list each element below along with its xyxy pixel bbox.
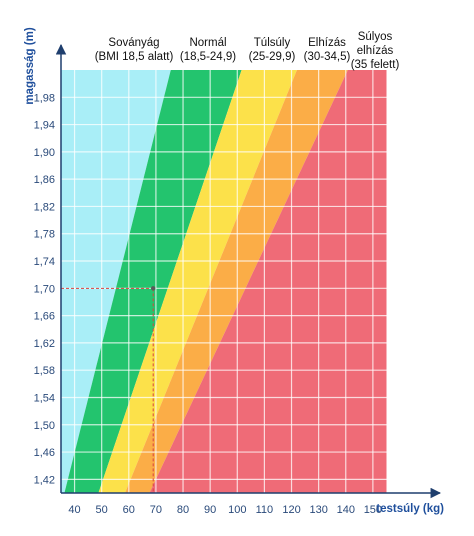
grid-lines (61, 70, 387, 493)
x-tick-label: 140 (337, 504, 355, 516)
x-tick-label: 60 (123, 504, 135, 516)
y-tick-label: 1,70 (34, 283, 55, 295)
y-tick-label: 1,46 (34, 447, 55, 459)
y-axis-title: magasság (m) (24, 27, 36, 105)
y-tick-label: 1,42 (34, 474, 55, 486)
bmi-band-4 (149, 70, 387, 493)
marker-point (151, 286, 156, 291)
x-tick-label: 150 (364, 504, 382, 516)
bmi-band-0 (61, 70, 171, 493)
x-tick-label: 110 (256, 504, 274, 516)
bmi-band-2 (98, 70, 297, 493)
band-label-2: (25-29,9) (249, 51, 296, 63)
y-tick-label: 1,78 (34, 229, 55, 241)
x-tick-label: 40 (68, 504, 80, 516)
band-labels: Soványág (BMI 18,5 alatt) Normál (18,5-24,9… (95, 31, 400, 71)
x-tick-label: 120 (282, 504, 300, 516)
y-tick-label: 1,82 (34, 201, 55, 213)
y-tick-label: 1,66 (34, 311, 55, 323)
bmi-band-3 (125, 70, 348, 493)
y-tick-label: 1,54 (34, 392, 55, 404)
axes: 40 50 60 70 80 90 100 110 120 130 140 150 1,42 1,46 1,… (34, 43, 442, 516)
band-label-1: (18,5-24,9) (180, 51, 236, 63)
y-tick-label: 1,74 (34, 256, 55, 268)
y-tick-label: 1,98 (34, 92, 55, 104)
x-tick-label: 80 (177, 504, 189, 516)
bmi-bands (61, 70, 387, 493)
band-label-0: (BMI 18,5 alatt) (95, 51, 174, 63)
band-label-2: Túlsúly (254, 37, 291, 49)
band-label-4: Súlyos (358, 31, 393, 43)
y-tick-label: 1,94 (34, 120, 55, 132)
example-marker (61, 286, 156, 493)
band-label-3: Elhízás (308, 37, 346, 49)
band-label-4: (35 felett) (351, 59, 400, 71)
bmi-band-1 (64, 70, 242, 493)
band-label-4: elhízás (357, 45, 394, 57)
x-tick-label: 130 (309, 504, 327, 516)
x-tick-label: 100 (228, 504, 246, 516)
y-tick-label: 1,50 (34, 420, 55, 432)
y-tick-label: 1,62 (34, 338, 55, 350)
band-label-1: Normál (189, 37, 226, 49)
x-tick-label: 70 (150, 504, 162, 516)
y-tick-label: 1,58 (34, 365, 55, 377)
x-tick-label: 90 (204, 504, 216, 516)
x-axis-title: testsúly (kg) (376, 503, 444, 515)
band-label-3: (30-34,5) (304, 51, 351, 63)
band-label-0: Soványág (108, 37, 159, 49)
y-tick-label: 1,90 (34, 147, 55, 159)
x-tick-label: 50 (96, 504, 108, 516)
y-tick-label: 1,86 (34, 174, 55, 186)
